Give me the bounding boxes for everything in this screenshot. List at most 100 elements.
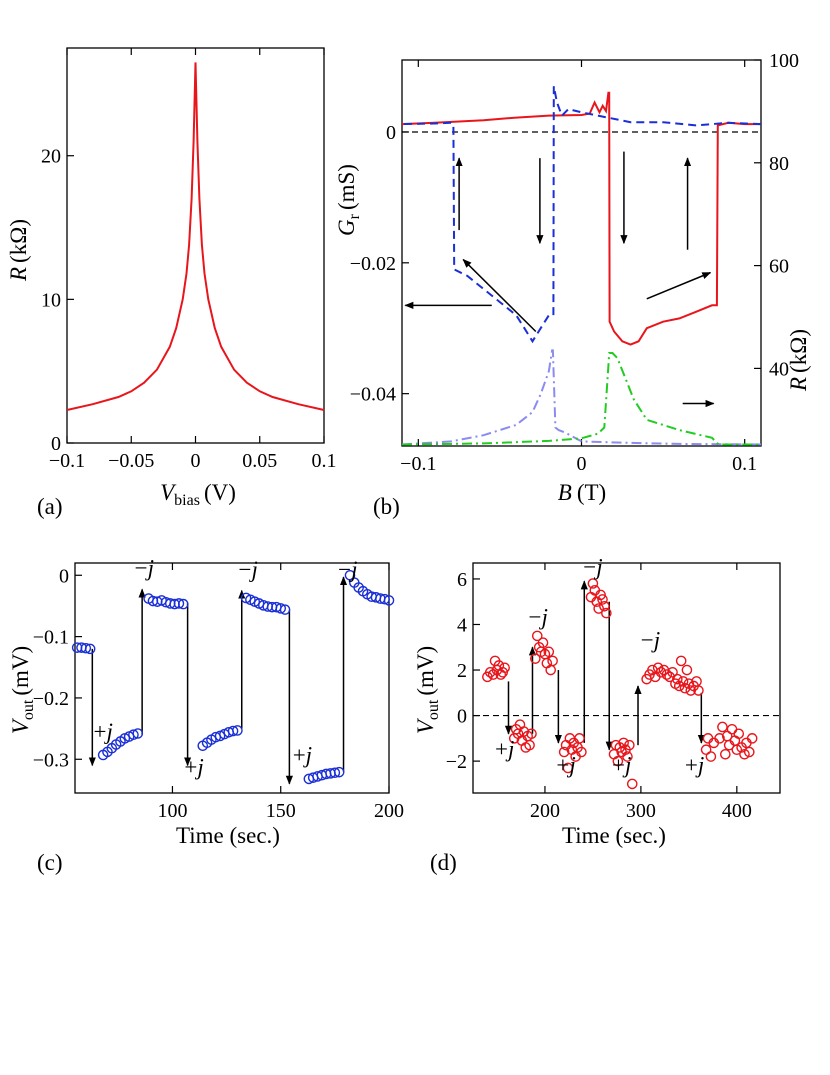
panel-d-point [484, 667, 496, 678]
panel-b-y2label: R (kΩ) [786, 329, 811, 392]
panel-c-j-label: −j [239, 557, 258, 582]
panel-d-ytick-label: 4 [457, 614, 467, 636]
panel-d-j-label-sign: − [583, 554, 596, 579]
panel-d-j-label: −j [641, 627, 660, 652]
panel-d-point [624, 739, 635, 751]
panel-d-j-label-sign: − [641, 627, 654, 652]
panel-b-ytick-label: 0 [386, 122, 396, 144]
panel-d-point [530, 653, 541, 664]
panel-b-plot: −0.1 0 0.1 0 −0.02 −0.04 40 60 80 100 [350, 50, 799, 475]
panel-c-ytick-label: −0.2 [33, 688, 69, 710]
panel-a-ytick-label: 0 [51, 433, 61, 455]
panel-b-series-blue [401, 86, 762, 344]
panel-a-xlabel: Vbias (V) [160, 480, 236, 509]
panel-b-ytick-label: −0.02 [350, 253, 396, 275]
panel-a-xtick-label: 0.05 [242, 450, 277, 472]
panel-d-point [499, 662, 510, 674]
panel-a-xlabel-sub: bias [174, 492, 200, 509]
panel-c-j-label-sign: − [338, 557, 351, 582]
panel-c-j-label-sign: + [93, 719, 106, 744]
panel-c-j-label-j: j [249, 557, 258, 582]
panel-d-point [543, 646, 555, 658]
panel-d-ylabel-unit: (mV) [413, 646, 438, 696]
panel-d-point [597, 594, 608, 605]
panel-a-ylabel-var: R [6, 267, 31, 282]
panel-d-point [547, 655, 558, 667]
panel-a-frame [66, 47, 325, 444]
panel-c-ylabel-var: V [8, 717, 33, 734]
panel-c-ylabel: Vout (mV) [8, 646, 37, 734]
panel-c-point [379, 593, 390, 605]
panel-d-point [681, 664, 693, 676]
panel-b-ylabel: Gr (mS) [334, 164, 363, 236]
panel-d-point [593, 603, 604, 614]
panel-c-j-label-j: j [348, 557, 357, 582]
panel-d-j-label-j: j [566, 753, 575, 778]
panel-d-j-label: −j [583, 554, 602, 579]
panel-a-xlabel-var: V [160, 480, 177, 505]
panel-b-y2tick-label: 60 [769, 256, 789, 278]
panel-d-j-label-j: j [651, 627, 660, 652]
panel-c-xtick-label: 100 [157, 800, 187, 822]
panel-d-ytick-label: 6 [457, 569, 467, 591]
panel-c-j-label: −j [338, 557, 357, 582]
panel-d-point [746, 733, 758, 744]
panel-d-xtick-label: 300 [626, 800, 656, 822]
panel-d-j-label-j: j [622, 753, 631, 778]
panel-a-ytick-label: 10 [41, 289, 61, 311]
panel-a-xtick-label: −0.05 [108, 450, 154, 472]
panel-c-point [132, 728, 144, 739]
panel-d-point [622, 751, 633, 762]
panel-c-point [279, 604, 291, 615]
panel-d-point [675, 655, 687, 667]
panel-a-xtick-label: 0.1 [312, 450, 337, 472]
panel-d-point [731, 744, 743, 756]
panel-c-point [80, 642, 92, 654]
panel-d-point [655, 667, 667, 678]
panel-c-j-label-j: j [145, 555, 154, 580]
panel-d-point [672, 673, 683, 685]
panel-a-xtick-label: −0.1 [49, 450, 85, 472]
panel-a-ylabel-unit: (kΩ) [6, 219, 31, 263]
panel-d-point [537, 637, 549, 649]
panel-c-j-label-sign: − [239, 557, 252, 582]
panel-label-b: (b) [373, 494, 400, 519]
panel-d-ytick-label: 2 [457, 660, 467, 682]
panel-b-arrow [462, 258, 537, 333]
panel-b-y2label-unit: (kΩ) [786, 329, 811, 373]
panel-b-xtick-label: 0 [577, 453, 587, 475]
panel-c-j-label-sign: + [184, 755, 197, 780]
panel-a-xtick-label: 0 [191, 450, 201, 472]
panel-d-j-label-sign: + [495, 737, 508, 762]
panel-c-j-label: +j [293, 742, 312, 767]
panel-d-j-label-sign: + [685, 753, 698, 778]
panel-d-j-label-j: j [539, 604, 548, 629]
panel-c-ytick-label: −0.3 [33, 749, 69, 771]
panel-c-j-label-j: j [194, 755, 203, 780]
panel-d-point [693, 685, 704, 696]
panel-b-series-red [401, 91, 761, 346]
panel-d-point [531, 630, 543, 642]
panel-d-j-label: +j [495, 737, 514, 762]
panel-c-xlabel: Time (sec.) [176, 823, 280, 848]
panel-c-point [128, 729, 139, 741]
panel-d-j-label: +j [612, 753, 631, 778]
panel-b-series-green [401, 352, 761, 446]
panel-d-point [587, 578, 599, 589]
panel-c-ylabel-unit: (mV) [8, 646, 33, 696]
panel-d-point [599, 600, 610, 612]
panel-d-point [744, 746, 755, 758]
panel-c-point [232, 725, 243, 736]
panel-c-j-label: −j [135, 555, 154, 580]
panel-a-xlabel-unit: (V) [204, 480, 236, 505]
panel-b-arrow [646, 271, 712, 300]
panel-b-ytick-label: −0.04 [350, 384, 396, 406]
panel-label-d: (d) [430, 850, 457, 875]
panel-b-xlabel-unit: (T) [577, 480, 606, 505]
panel-label-a: (a) [37, 494, 63, 519]
panel-d-frame [472, 562, 781, 794]
panel-b-xtick-label: −0.1 [400, 453, 436, 475]
panel-d-point [661, 669, 673, 680]
